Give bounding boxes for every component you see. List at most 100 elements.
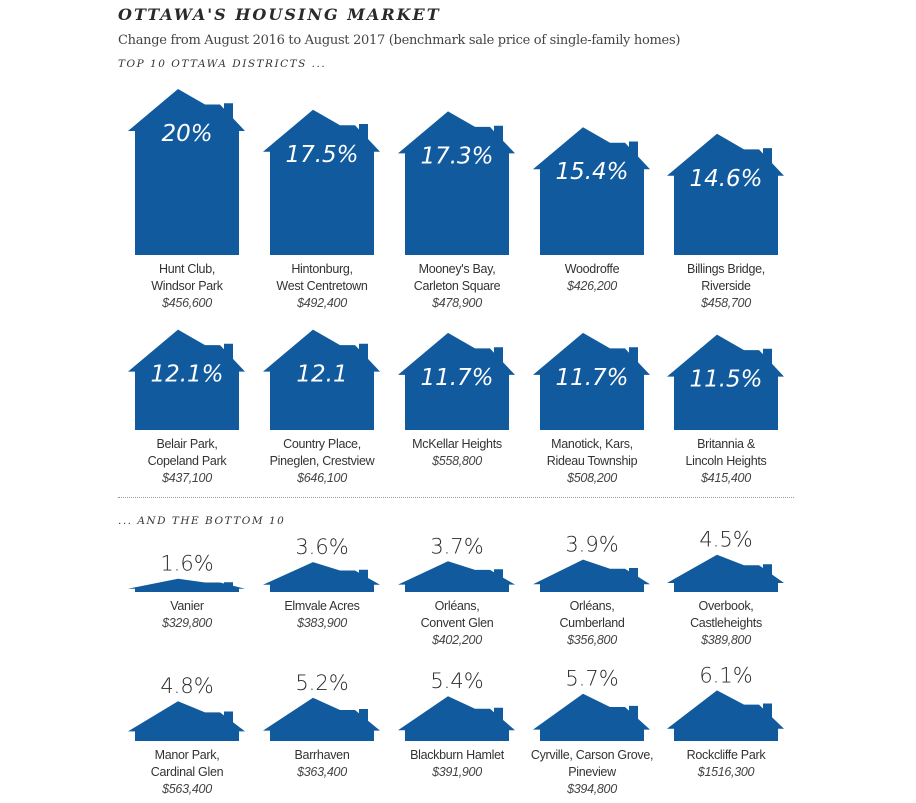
district-label: Hintonburg, West Centretown $492,400 [252,261,392,312]
value-label: 5.2% [295,671,348,695]
house-mark [667,133,784,255]
benchmark-price: $478,900 [432,296,482,310]
district-label: Barrhaven $363,400 [252,747,392,781]
value-label: 12.1 [296,362,347,388]
district-label: Britannia & Lincoln Heights $415,400 [656,436,796,487]
benchmark-price: $508,200 [567,471,617,485]
district-name: Country Place, [283,437,361,451]
district-label: Mooney's Bay, Carleton Square $478,900 [387,261,527,312]
district-name: McKellar Heights [412,437,502,451]
chart-subtitle: Change from August 2016 to August 2017 (… [118,33,681,48]
district-name: Castleheights [690,616,762,630]
district-name: Pineview [568,765,616,779]
house-mark [667,554,784,592]
district-name: Orléans, [434,599,480,613]
value-label: 1.6% [160,552,213,576]
house-mark [128,329,245,430]
district-name: Copeland Park [147,454,227,468]
house-mark [398,111,515,256]
district-name: West Centretown [276,279,368,293]
value-label: 17.3% [420,143,493,169]
benchmark-price: $1516,300 [697,765,755,779]
value-label: 14.6% [689,166,762,192]
district-name: Britannia & [697,437,755,451]
benchmark-price: $646,100 [297,471,347,485]
benchmark-price: $426,200 [567,279,617,293]
benchmark-price: $356,800 [567,633,617,647]
district-name: Lincoln Heights [685,454,767,468]
benchmark-price: $391,900 [432,765,482,779]
value-label: 20% [161,121,212,147]
value-label: 5.4% [430,669,483,693]
benchmark-price: $329,800 [162,616,212,630]
district-label: Overbook, Castleheights $389,800 [656,598,796,649]
district-name: Belair Park, [156,437,218,451]
house-mark [263,109,380,255]
district-name: Woodroffe [564,262,620,276]
district-label: Elmvale Acres $383,900 [252,598,392,632]
benchmark-price: $389,800 [701,633,751,647]
bottom-section-heading: ... AND THE BOTTOM 10 [118,515,286,527]
district-name: Orléans, [569,599,615,613]
district-label: Hunt Club, Windsor Park $456,600 [117,261,257,312]
house-mark [667,334,784,430]
district-name: Elmvale Acres [284,599,360,613]
district-name: Manor Park, [154,748,220,762]
district-label: Orléans, Cumberland $356,800 [522,598,662,649]
value-label: 3.6% [295,535,348,559]
top-section-heading: TOP 10 OTTAWA DISTRICTS ... [118,58,327,70]
value-label: 12.1% [150,362,223,388]
district-label: McKellar Heights $558,800 [387,436,527,470]
house-mark [128,89,245,255]
district-label: Orléans, Convent Glen $402,200 [387,598,527,649]
benchmark-price: $415,400 [701,471,751,485]
benchmark-price: $558,800 [432,454,482,468]
benchmark-price: $437,100 [162,471,212,485]
house-mark [263,562,380,592]
value-label: 5.7% [565,667,618,691]
chart-title: OTTAWA'S HOUSING MARKET [118,5,441,24]
house-mark [263,697,380,741]
benchmark-price: $402,200 [432,633,482,647]
district-label: Manotick, Kars, Rideau Township $508,200 [522,436,662,487]
house-mark [128,578,245,592]
district-name: Billings Bridge, [687,262,765,276]
benchmark-price: $363,400 [297,765,347,779]
district-name: Riverside [701,279,751,293]
benchmark-price: $492,400 [297,296,347,310]
value-label: 6.1% [699,663,752,687]
district-label: Country Place, Pineglen, Crestview $646,10… [252,436,392,487]
district-name: Carleton Square [413,279,501,293]
district-name: Rockcliffe Park [686,748,766,762]
benchmark-price: $458,700 [701,296,751,310]
district-name: Vanier [170,599,204,613]
district-label: Blackburn Hamlet $391,900 [387,747,527,781]
benchmark-price: $563,400 [162,782,212,796]
district-name: Windsor Park [151,279,223,293]
district-label: Rockcliffe Park $1516,300 [656,747,796,781]
district-name: Barrhaven [294,748,350,762]
house-mark [263,329,380,430]
district-name: Cyrville, Carson Grove, [530,748,654,762]
house-mark [533,693,650,741]
section-divider [118,497,794,498]
house-mark [398,332,515,430]
district-name: Blackburn Hamlet [410,748,504,762]
district-label: Manor Park, Cardinal Glen $563,400 [117,747,257,798]
value-label: 17.5% [285,142,358,168]
district-label: Belair Park, Copeland Park $437,100 [117,436,257,487]
district-name: Pineglen, Crestview [269,454,375,468]
district-name: Hunt Club, [158,262,216,276]
house-mark [533,332,650,430]
district-label: Billings Bridge, Riverside $458,700 [656,261,796,312]
value-label: 4.8% [160,674,213,698]
value-label: 11.5% [689,367,762,393]
benchmark-price: $456,600 [162,296,212,310]
district-label: Vanier $329,800 [117,598,257,632]
value-label: 11.7% [555,365,628,391]
district-name: Cumberland [559,616,625,630]
district-name: Hintonburg, [291,262,353,276]
district-name: Manotick, Kars, [551,437,633,451]
house-mark [533,127,650,255]
